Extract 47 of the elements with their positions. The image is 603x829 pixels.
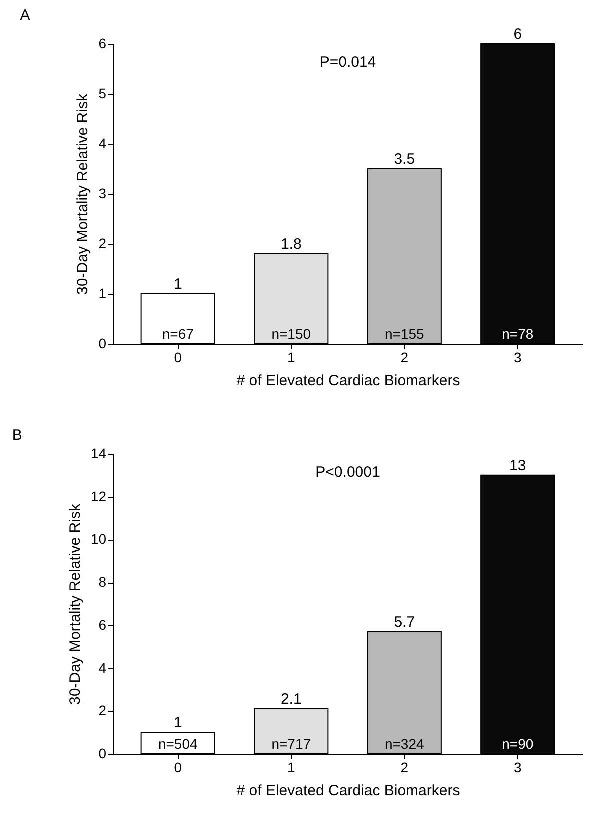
y-tick-label: 0 bbox=[98, 336, 107, 352]
annotation: P=0.014 bbox=[320, 54, 376, 71]
annotation: n=78 bbox=[502, 326, 534, 342]
annotation: n=504 bbox=[158, 736, 198, 752]
x-axis-title: # of Elevated Cardiac Biomarkers bbox=[236, 372, 460, 390]
y-tick-label: 3 bbox=[98, 186, 107, 202]
x-tick-label: 3 bbox=[514, 350, 522, 366]
data-label: 1 bbox=[174, 276, 182, 293]
y-axis-title: 30-Day Mortality Relative Risk bbox=[74, 94, 92, 295]
x-tick-label: 0 bbox=[174, 350, 182, 366]
x-axis-title: # of Elevated Cardiac Biomarkers bbox=[236, 782, 460, 800]
chart-title: A bbox=[20, 7, 30, 24]
x-tick-label: 1 bbox=[287, 760, 296, 776]
annotation: n=90 bbox=[502, 736, 534, 752]
x-tick-label: 3 bbox=[514, 760, 522, 776]
data-label: 1 bbox=[174, 714, 182, 732]
x-tick-label: 2 bbox=[400, 760, 409, 776]
data-label: 5.7 bbox=[394, 614, 416, 631]
annotation: n=150 bbox=[272, 326, 312, 342]
y-tick-label: 6 bbox=[98, 36, 107, 52]
y-tick-label: 8 bbox=[98, 574, 107, 590]
annotation: n=67 bbox=[162, 326, 194, 342]
annotation: n=717 bbox=[272, 736, 312, 752]
x-tick-label: 2 bbox=[400, 350, 409, 366]
y-tick-label: 1 bbox=[98, 286, 107, 302]
data-label: 6 bbox=[514, 26, 522, 43]
y-tick-label: 5 bbox=[98, 86, 107, 102]
y-tick-label: 14 bbox=[90, 446, 107, 462]
data-label: 2.1 bbox=[280, 691, 302, 708]
annotation: n=155 bbox=[384, 326, 424, 342]
y-tick-label: 0 bbox=[98, 746, 107, 762]
y-tick-label: 10 bbox=[90, 531, 107, 548]
data-label: 13 bbox=[510, 457, 526, 474]
y-tick-label: 4 bbox=[98, 136, 107, 152]
x-tick-label: 1 bbox=[287, 350, 296, 366]
y-tick-label: 2 bbox=[98, 236, 107, 252]
chart-title: B bbox=[12, 427, 22, 444]
x-tick-label: 0 bbox=[174, 760, 182, 776]
data-label: 3.5 bbox=[394, 151, 416, 168]
data-label: 1.8 bbox=[280, 236, 302, 253]
annotation: P<0.0001 bbox=[316, 464, 380, 481]
annotation: n=324 bbox=[384, 736, 424, 752]
y-tick-label: 2 bbox=[98, 702, 107, 719]
y-tick-label: 4 bbox=[98, 660, 107, 676]
y-axis-title: 30-Day Mortality Relative Risk bbox=[66, 504, 84, 705]
y-tick-label: 6 bbox=[98, 616, 107, 633]
y-tick-label: 12 bbox=[90, 488, 107, 504]
